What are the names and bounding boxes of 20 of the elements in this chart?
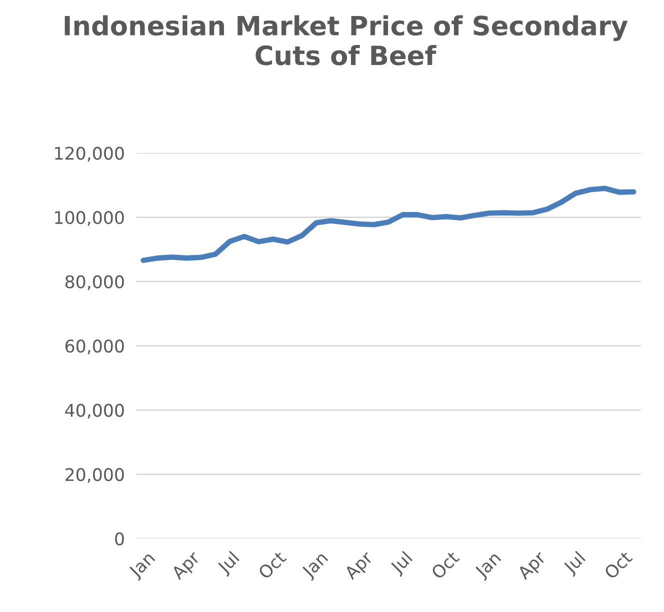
x-tick-label: Oct [257,550,287,580]
x-tick-label: Jul [388,550,415,577]
chart-title: Indonesian Market Price of Secondary Cuts of Beef [64,15,628,66]
x-tick-label: Apr [516,550,550,583]
x-tick-label: Jan [128,551,158,582]
y-tick-label: 120,000 [55,146,124,162]
x-tick-label: Jul [562,550,588,577]
x-tick-label: Jan [474,551,504,582]
y-tick-label: 100,000 [55,210,124,226]
y-tick-label: 60,000 [65,339,124,354]
x-tick-label: Apr [170,550,204,583]
x-tick-label: Oct [430,550,460,580]
y-tick-label: 0 [115,532,124,546]
y-tick-label: 40,000 [65,404,124,419]
x-tick-label: Oct [603,550,634,580]
x-tick-label: Jul [216,550,242,577]
y-tick-label: 80,000 [65,275,124,290]
y-tick-label: 20,000 [66,468,124,483]
x-tick-label: Jan [300,551,331,582]
x-tick-label: Apr [344,550,376,583]
